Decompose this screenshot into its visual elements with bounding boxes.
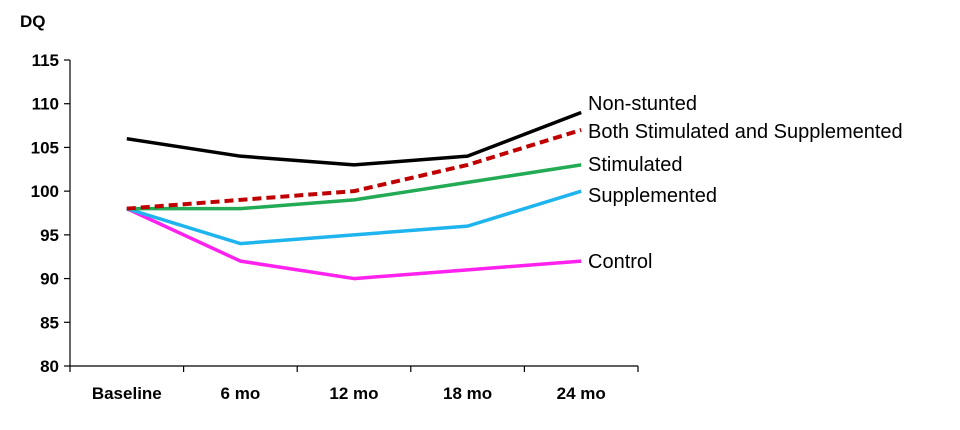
series-label: Supplemented [588,185,717,207]
x-tick-label: Baseline [92,384,162,403]
x-tick-label: 12 mo [329,384,378,403]
series-label: Control [588,251,652,273]
y-ticks: 80 85 90 95 100 105 110 115 [31,51,70,376]
axes [69,60,638,367]
y-axis-title: DQ [20,12,46,31]
y-tick-label: 85 [40,313,59,332]
series-line-non-stunted [126,110,582,167]
y-tick-label: 105 [31,138,59,157]
y-tick-label: 80 [40,357,59,376]
y-tick-label: 95 [40,226,59,245]
series-labels: Non-stunted Both Stimulated and Supplemen… [588,93,903,273]
series-label: Non-stunted [588,93,697,115]
series-label: Stimulated [588,154,683,176]
y-tick-label: 110 [32,95,59,114]
series-lines [126,110,582,281]
y-tick-label: 100 [31,182,59,201]
series-line-supplemented [126,189,582,246]
series-line-control [126,207,582,281]
series-line-stimulated [126,163,582,211]
series-label: Both Stimulated and Supplemented [588,121,903,143]
y-tick-label: 115 [32,51,59,70]
y-tick-label: 90 [40,270,59,289]
x-tick-label: 6 mo [221,384,261,403]
x-ticks: Baseline 6 mo 12 mo 18 mo 24 mo [69,366,639,403]
x-tick-label: 24 mo [557,384,606,403]
x-tick-label: 18 mo [443,384,492,403]
series-line-both-stimulated-and-supplemented [126,128,582,211]
